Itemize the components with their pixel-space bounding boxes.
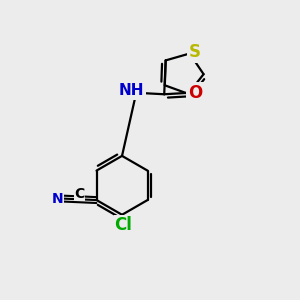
Text: N: N <box>52 192 63 206</box>
Text: Cl: Cl <box>115 216 132 234</box>
Text: O: O <box>188 84 202 102</box>
Text: C: C <box>74 187 85 201</box>
Text: NH: NH <box>119 83 145 98</box>
Text: S: S <box>189 43 201 61</box>
